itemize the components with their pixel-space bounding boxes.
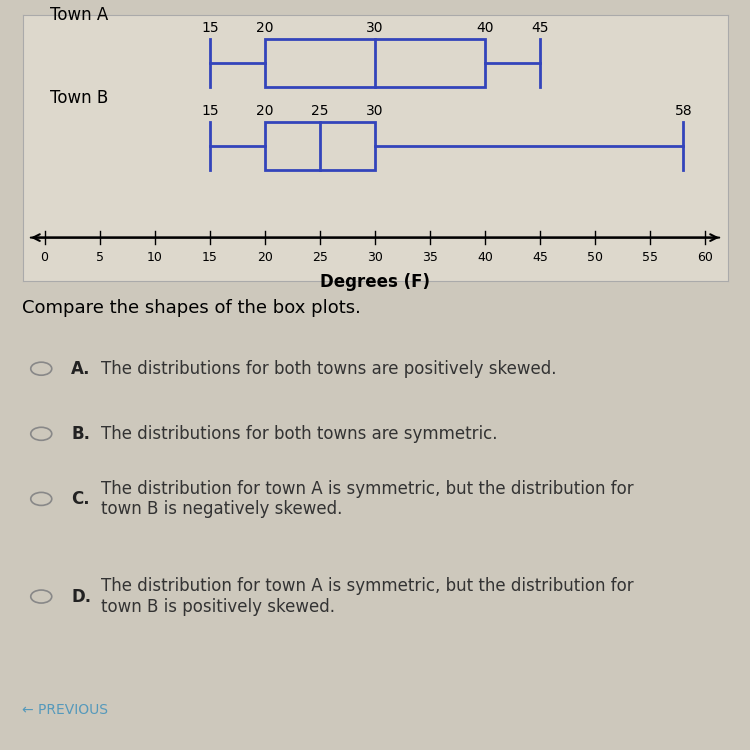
Text: 55: 55 [643,251,658,264]
Text: 60: 60 [698,251,713,264]
Text: 20: 20 [257,251,273,264]
Text: The distribution for town A is symmetric, but the distribution for
town B is pos: The distribution for town A is symmetric… [101,578,634,616]
Text: Town A: Town A [50,6,108,24]
Text: The distribution for town A is symmetric, but the distribution for
town B is neg: The distribution for town A is symmetric… [101,479,634,518]
Text: 20: 20 [256,104,274,118]
Text: Compare the shapes of the box plots.: Compare the shapes of the box plots. [22,299,361,317]
Text: The distributions for both towns are positively skewed.: The distributions for both towns are pos… [101,360,556,378]
Text: 5: 5 [95,251,104,264]
Text: 10: 10 [147,251,163,264]
Text: 25: 25 [311,104,328,118]
Text: 30: 30 [366,21,384,34]
Text: 15: 15 [201,21,218,34]
Text: 0: 0 [40,251,49,264]
Text: 30: 30 [367,251,383,264]
Text: Town B: Town B [50,88,108,106]
Text: 58: 58 [675,104,692,118]
Text: C.: C. [71,490,90,508]
Text: 20: 20 [256,21,274,34]
Text: 50: 50 [587,251,603,264]
Text: 45: 45 [532,21,549,34]
Text: 35: 35 [422,251,438,264]
Text: 15: 15 [202,251,217,264]
Text: 25: 25 [312,251,328,264]
Text: ← PREVIOUS: ← PREVIOUS [22,704,109,718]
Text: 30: 30 [366,104,384,118]
Text: 45: 45 [532,251,548,264]
Bar [265,122,375,170]
Text: Degrees (F): Degrees (F) [320,272,430,290]
Text: B.: B. [71,424,90,442]
Text: A.: A. [71,360,91,378]
Text: 40: 40 [476,21,494,34]
Text: D.: D. [71,587,92,605]
Text: The distributions for both towns are symmetric.: The distributions for both towns are sym… [101,424,498,442]
Bar [265,39,485,87]
Text: 40: 40 [477,251,493,264]
Text: 15: 15 [201,104,218,118]
